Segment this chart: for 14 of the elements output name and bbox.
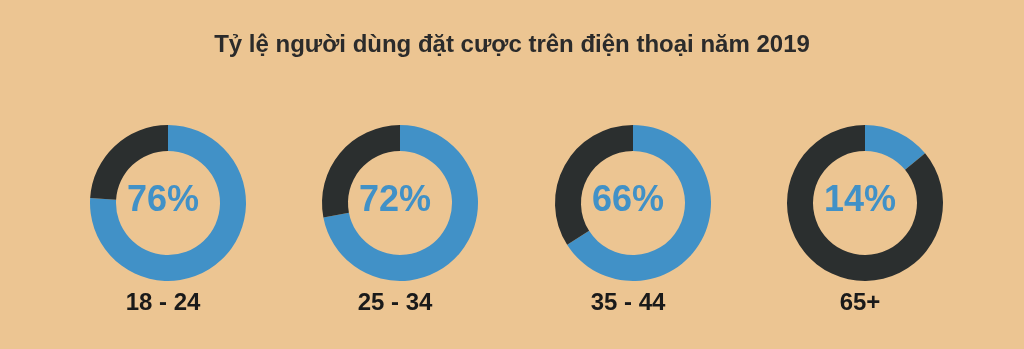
text: 25 - 34 xyxy=(356,288,434,316)
text: 65+ xyxy=(838,288,882,316)
text: 18 - 24 xyxy=(124,288,202,316)
text: 72% xyxy=(358,177,432,219)
donut-slice xyxy=(323,125,478,281)
donut-slice xyxy=(90,125,246,281)
text: Tỷ lệ người dùng đặt cược trên điện thoại năm 2019 xyxy=(213,30,811,58)
donut-slice xyxy=(567,125,711,281)
donut-slice xyxy=(865,125,926,170)
text: 66% xyxy=(591,177,665,219)
text: 14% xyxy=(823,177,897,219)
text: 76% xyxy=(126,177,200,219)
text: 35 - 44 xyxy=(589,288,667,316)
donut-slice xyxy=(787,125,943,281)
